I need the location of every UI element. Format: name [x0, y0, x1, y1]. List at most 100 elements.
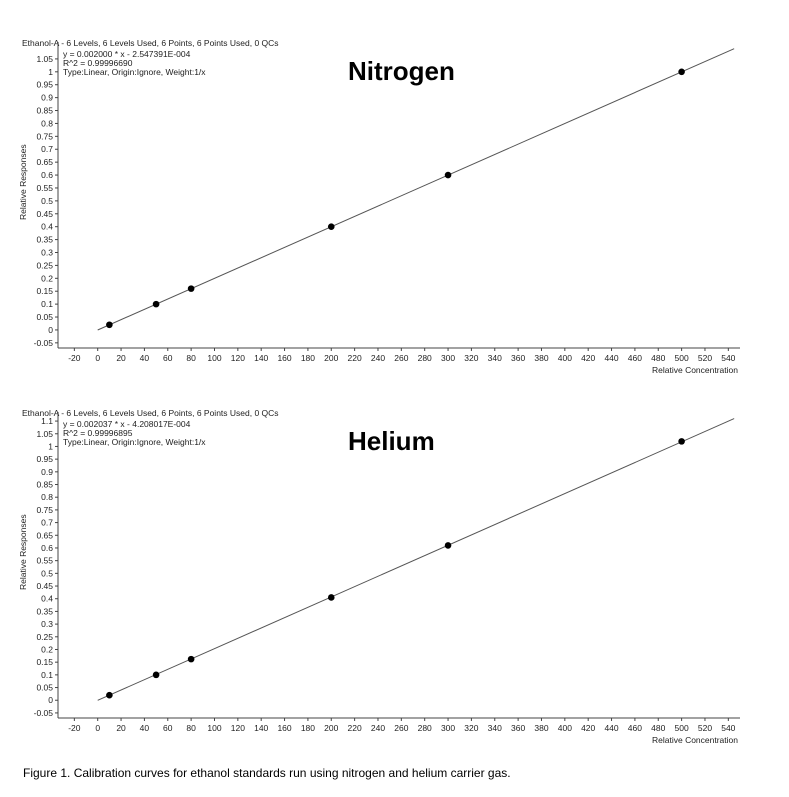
helium-y-tick-label: 0 [48, 695, 53, 705]
figure-caption: Figure 1. Calibration curves for ethanol… [23, 766, 511, 780]
helium-y-tick-label: 0.65 [36, 530, 53, 540]
helium-y-axis-label: Relative Responses [18, 514, 28, 590]
helium-x-tick-label: 280 [418, 723, 432, 733]
nitrogen-y-tick-label: 0.35 [36, 235, 53, 245]
nitrogen-x-tick-label: 160 [277, 353, 291, 363]
nitrogen-x-tick-label: 100 [207, 353, 221, 363]
helium-x-tick-label: 220 [348, 723, 362, 733]
nitrogen-x-tick-label: 80 [186, 353, 196, 363]
nitrogen-y-tick-label: 1 [48, 67, 53, 77]
nitrogen-y-tick-label: 0.5 [41, 196, 53, 206]
nitrogen-data-point [444, 171, 452, 179]
helium-x-tick-label: 480 [651, 723, 665, 733]
helium-data-point [678, 438, 685, 445]
nitrogen-x-tick-label: 360 [511, 353, 525, 363]
nitrogen-y-tick-label: 0.15 [36, 286, 53, 296]
nitrogen-x-tick-label: 440 [604, 353, 618, 363]
nitrogen-y-tick-label: 0.1 [41, 299, 53, 309]
helium-data-point [187, 655, 195, 663]
nitrogen-y-axis-label: Relative Responses [18, 144, 28, 220]
nitrogen-x-tick-label: -20 [68, 353, 81, 363]
nitrogen-x-tick-label: 380 [534, 353, 548, 363]
helium-y-tick-label: 0.95 [36, 454, 53, 464]
nitrogen-chart-canvas: -20 0 20 40 60 80 100 120 140 160 180 200 220 240 260 2… [34, 42, 740, 363]
nitrogen-y-tick-label: 0.55 [36, 183, 53, 193]
nitrogen-y-tick-label: 0.45 [36, 209, 53, 219]
helium-y-tick-label: 0.25 [36, 632, 53, 642]
nitrogen-y-tick-label: 1.05 [36, 54, 53, 64]
nitrogen-x-tick-label: 320 [464, 353, 478, 363]
nitrogen-x-tick-label: 60 [163, 353, 173, 363]
nitrogen-x-tick-label: 400 [558, 353, 572, 363]
helium-r-squared-line: R^2 = 0.99996895 [63, 428, 133, 438]
nitrogen-y-tick-label: 0.65 [36, 157, 53, 167]
nitrogen-x-tick-label: 520 [698, 353, 712, 363]
nitrogen-y-tick-label: 0.8 [41, 118, 53, 128]
nitrogen-y-axis-label-wrap: Relative Responses [18, 120, 30, 220]
helium-x-tick-label: 460 [628, 723, 642, 733]
helium-x-tick-label: 120 [231, 723, 245, 733]
helium-x-tick-label: 20 [116, 723, 126, 733]
nitrogen-fit-type-line: Type:Linear, Origin:Ignore, Weight:1/x [63, 67, 206, 77]
helium-x-tick-label: 500 [675, 723, 689, 733]
nitrogen-y-tick-label: 0.85 [36, 106, 53, 116]
nitrogen-data-point [152, 300, 160, 308]
helium-data-point [106, 691, 113, 699]
helium-x-tick-label: 0 [95, 723, 100, 733]
helium-y-tick-label: 0.85 [36, 480, 53, 490]
helium-y-tick-label: 1.05 [36, 429, 53, 439]
helium-y-tick-label: 0.75 [36, 505, 53, 515]
helium-x-tick-label: 520 [698, 723, 712, 733]
helium-y-tick-label: 0.8 [41, 492, 53, 502]
helium-y-tick-label: 0.2 [41, 644, 53, 654]
nitrogen-equation-box: y = 0.002000 * x - 2.547391E-004 R^2 = 0… [63, 50, 206, 77]
nitrogen-equation-line: y = 0.002000 * x - 2.547391E-004 [63, 49, 191, 59]
helium-x-tick-label: 320 [464, 723, 478, 733]
nitrogen-calibration-chart: -20 0 20 40 60 80 100 120 140 160 180 200 220 240 260 2… [0, 30, 789, 400]
helium-gas-label: Helium [348, 426, 435, 456]
nitrogen-x-tick-label: 280 [418, 353, 432, 363]
helium-x-tick-label: 380 [534, 723, 548, 733]
helium-y-tick-label: 0.6 [41, 543, 53, 553]
nitrogen-chart-title: Ethanol-A - 6 Levels, 6 Levels Used, 6 P… [22, 38, 279, 48]
helium-x-tick-label: 340 [488, 723, 502, 733]
helium-x-tick-label: 100 [207, 723, 221, 733]
nitrogen-y-tick-label: 0.4 [41, 222, 53, 232]
nitrogen-x-tick-label: 180 [301, 353, 315, 363]
helium-y-tick-label: 0.7 [41, 518, 53, 528]
helium-x-tick-label: 140 [254, 723, 268, 733]
helium-x-tick-label: 160 [277, 723, 291, 733]
nitrogen-x-tick-label: 140 [254, 353, 268, 363]
helium-equation-box: y = 0.002037 * x - 4.208017E-004 R^2 = 0… [63, 420, 206, 447]
nitrogen-data-point [678, 68, 685, 76]
nitrogen-y-tick-label: 0.75 [36, 131, 53, 141]
helium-x-tick-label: 540 [721, 723, 735, 733]
nitrogen-x-tick-label: 240 [371, 353, 385, 363]
helium-y-tick-label: 0.55 [36, 556, 53, 566]
nitrogen-x-tick-label: 340 [488, 353, 502, 363]
nitrogen-x-tick-label: 500 [675, 353, 689, 363]
nitrogen-y-tick-label: 0.05 [36, 312, 53, 322]
nitrogen-data-point [187, 285, 195, 292]
nitrogen-y-tick-label: 0.25 [36, 260, 53, 270]
helium-x-tick-label: 60 [163, 723, 173, 733]
helium-y-tick-label: 0.5 [41, 568, 53, 578]
nitrogen-x-tick-label: 200 [324, 353, 338, 363]
nitrogen-y-tick-label: -0.05 [34, 338, 54, 348]
nitrogen-y-tick-label: 0.3 [41, 247, 53, 257]
helium-x-tick-label: 80 [186, 723, 196, 733]
nitrogen-data-point [327, 223, 335, 230]
helium-x-tick-label: 40 [140, 723, 150, 733]
helium-y-tick-label: -0.05 [34, 708, 54, 718]
nitrogen-x-tick-label: 260 [394, 353, 408, 363]
nitrogen-y-tick-label: 0.9 [41, 93, 53, 103]
nitrogen-x-tick-label: 120 [231, 353, 245, 363]
helium-x-tick-label: 180 [301, 723, 315, 733]
nitrogen-y-tick-label: 0.7 [41, 144, 53, 154]
helium-x-tick-label: 400 [558, 723, 572, 733]
nitrogen-x-axis-label: Relative Concentration [652, 365, 738, 375]
nitrogen-x-tick-label: 220 [348, 353, 362, 363]
helium-y-tick-label: 0.9 [41, 467, 53, 477]
nitrogen-x-tick-label: 420 [581, 353, 595, 363]
nitrogen-gas-label: Nitrogen [348, 56, 455, 86]
